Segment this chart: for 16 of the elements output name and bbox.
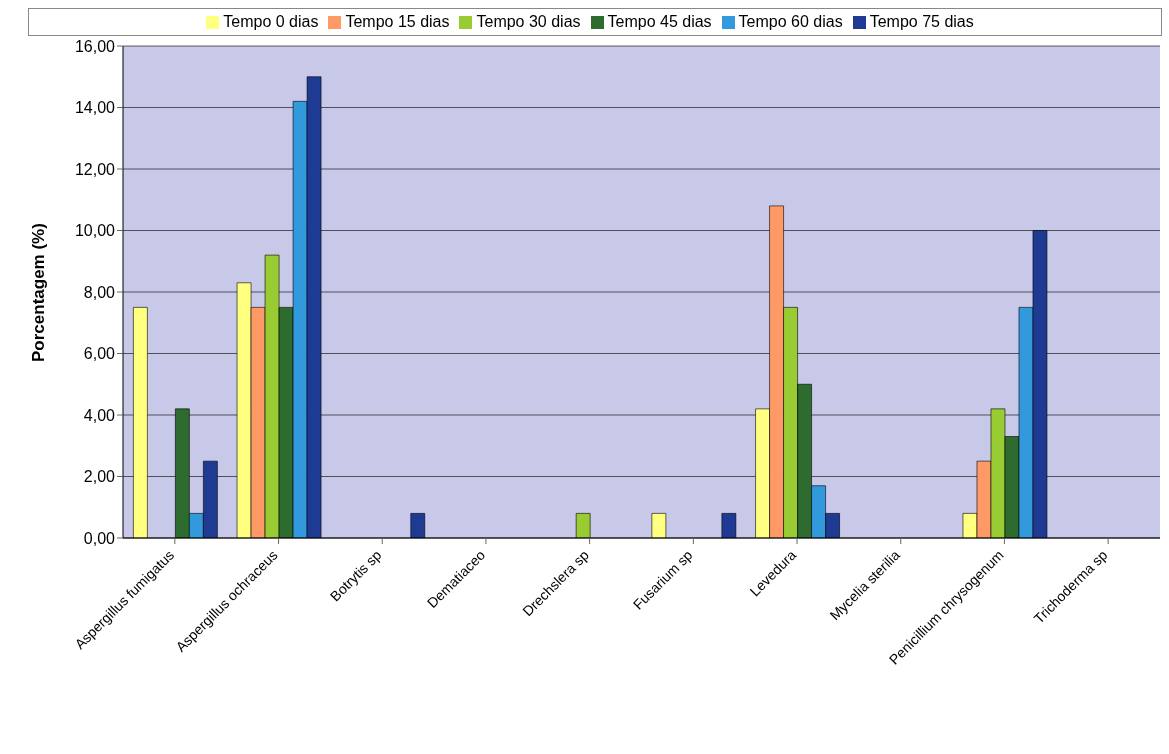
- legend-label: Tempo 0 dias: [223, 13, 319, 30]
- legend-label: Tempo 60 dias: [738, 13, 843, 30]
- y-tick-label: 12,00: [74, 160, 116, 178]
- y-tick-label: 16,00: [74, 37, 116, 55]
- y-tick-label: 14,00: [74, 99, 116, 117]
- legend-label: Tempo 15 dias: [345, 13, 450, 30]
- y-tick-label: 2,00: [83, 468, 116, 486]
- y-tick-label: 0,00: [83, 529, 116, 547]
- y-tick-label: 10,00: [74, 222, 116, 240]
- y-axis-title: Porcentagem (%): [29, 223, 49, 362]
- legend-label: Tempo 75 dias: [869, 13, 974, 30]
- y-tick-label: 6,00: [83, 345, 116, 363]
- y-tick-label: 8,00: [83, 283, 116, 301]
- y-tick-label: 4,00: [83, 406, 116, 424]
- legend-label: Tempo 30 dias: [476, 13, 581, 30]
- legend-label: Tempo 45 dias: [607, 13, 712, 30]
